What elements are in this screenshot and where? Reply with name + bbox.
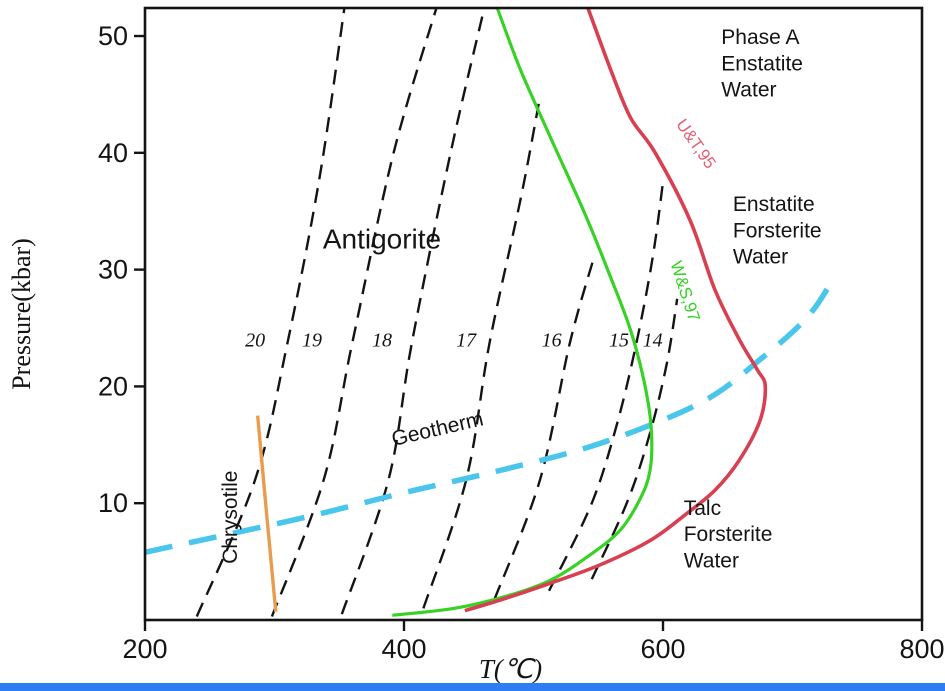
contour-line-20 [195, 7, 346, 617]
region-enstatite-line-2: Forsterite [733, 219, 822, 242]
region-enstatite: Enstatite Forsterite Water [733, 193, 822, 269]
contour-label-18: 18 [372, 330, 392, 352]
region-talc-line-3: Water [684, 549, 739, 572]
contour-line-15 [547, 181, 665, 592]
contour-line-16 [493, 259, 595, 600]
region-phase-a: Phase A Enstatite Water [721, 26, 803, 102]
region-phase-a-line-3: Water [721, 79, 776, 102]
y-tick-label-50: 50 [98, 21, 128, 51]
region-phase-a-line-2: Enstatite [721, 52, 803, 75]
contour-label-20: 20 [245, 330, 265, 352]
region-talc-line-1: Talc [684, 497, 721, 520]
contour-label-19: 19 [302, 330, 322, 352]
plot-frame [143, 6, 924, 622]
ut95-curve [464, 7, 768, 613]
ut95-label: U&T,95 [672, 116, 720, 173]
antigorite-label: Antigorite [323, 224, 441, 255]
x-axis-title: T(℃) [479, 654, 542, 683]
region-talc: Talc Forsterite Water [684, 497, 773, 573]
contour-line-17 [422, 103, 540, 609]
y-axis-title: Pressure(kbar) [7, 238, 36, 390]
chrysotile-curve [255, 415, 278, 612]
contour-line-19 [270, 7, 438, 617]
contour-label-16: 16 [542, 330, 562, 352]
contour-label-15: 15 [609, 330, 629, 352]
contour-label-14: 14 [643, 330, 663, 352]
x-tick-label-600: 600 [640, 634, 685, 664]
y-tick-label-10: 10 [98, 488, 128, 518]
geotherm-label: Geotherm [389, 407, 485, 450]
x-tick-label-200: 200 [122, 634, 167, 664]
chrysotile-label: Chrysotile [219, 471, 242, 564]
y-tick-label-40: 40 [98, 138, 128, 168]
x-tick-label-800: 800 [899, 634, 944, 664]
bottom-blue-bar [0, 683, 945, 691]
x-tick-label-400: 400 [381, 634, 426, 664]
contour-label-17: 17 [456, 330, 477, 352]
region-talc-line-2: Forsterite [684, 523, 773, 546]
region-enstatite-line-3: Water [733, 246, 788, 269]
y-tick-label-30: 30 [98, 255, 128, 285]
ws97-label: W&S,97 [666, 259, 703, 324]
region-phase-a-line-1: Phase A [721, 26, 799, 49]
contour-line-18 [340, 7, 486, 615]
y-tick-label-20: 20 [98, 371, 128, 401]
ws97-curve [392, 7, 654, 617]
geotherm-curve [144, 273, 838, 555]
region-enstatite-line-1: Enstatite [733, 193, 815, 216]
